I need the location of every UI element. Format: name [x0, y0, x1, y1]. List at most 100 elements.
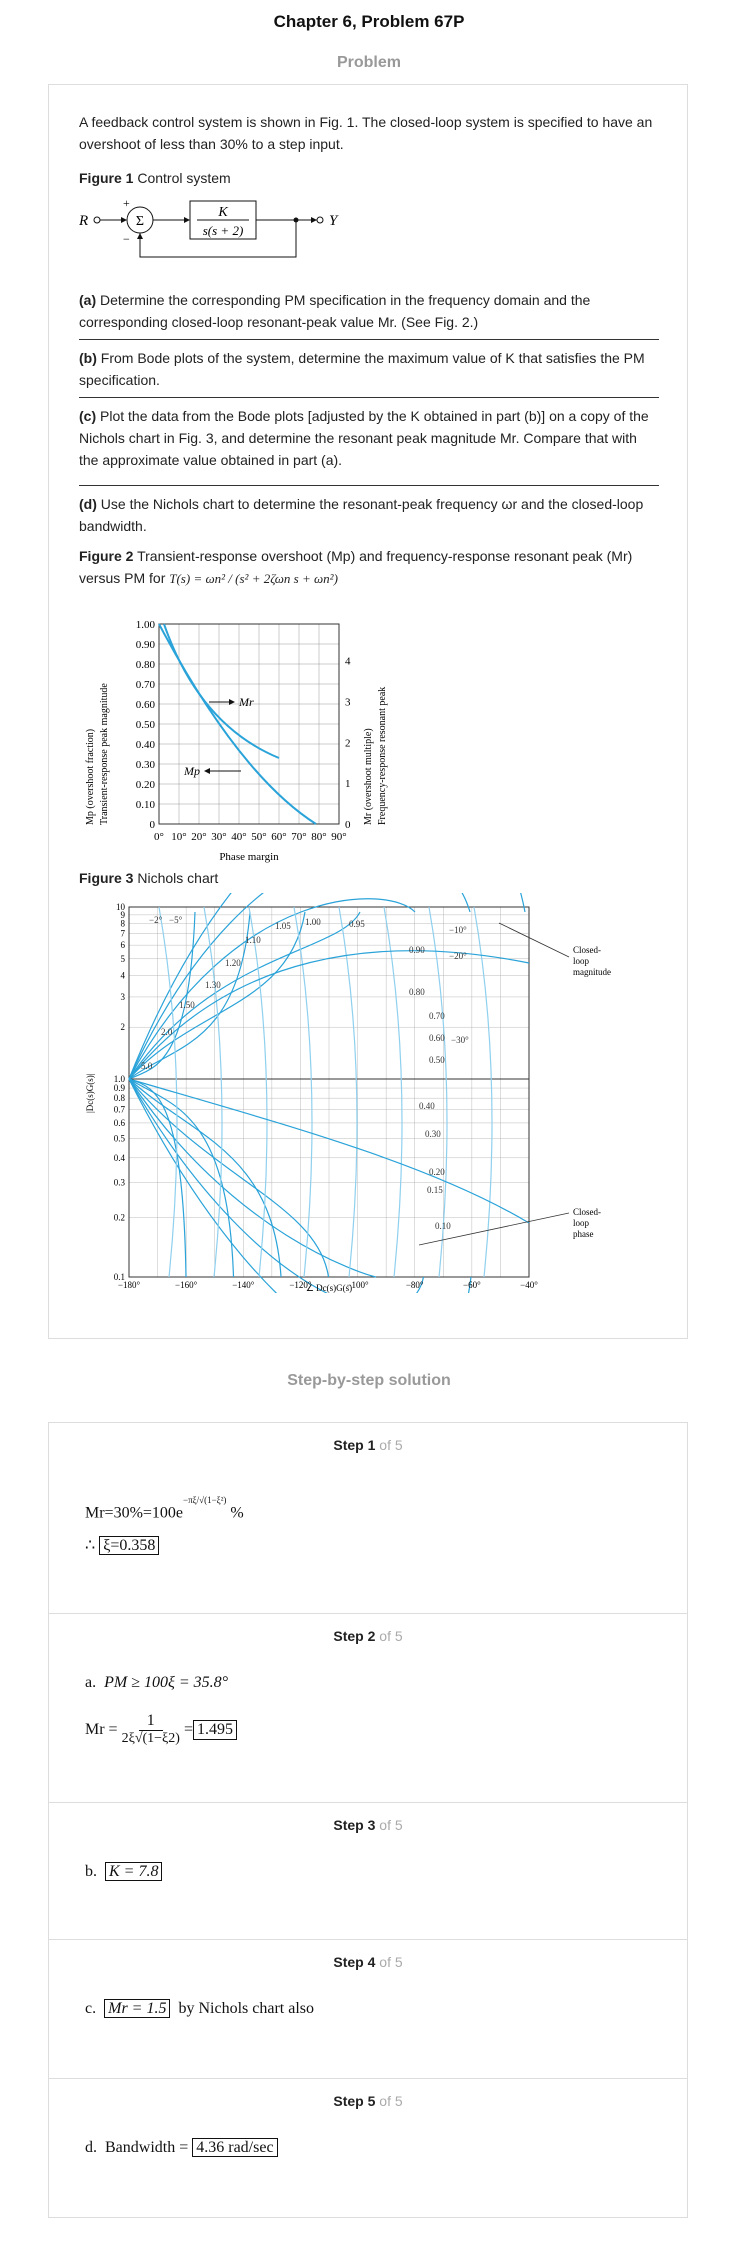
y-tick-label: 0.4 [114, 1153, 126, 1163]
step-2-of: of 5 [379, 1628, 403, 1644]
step-3-answer-box: K = 7.8 [105, 1862, 163, 1881]
y-tick-label: 8 [121, 919, 126, 929]
figure-2-chart: Mr Mp 0 0.10 0.20 0.30 0.40 0.50 0.60 0.70 0.80 0… [85, 619, 388, 863]
step-1-answer-box: ξ=0.358 [99, 1536, 160, 1555]
figure-3-caption: Nichols chart [137, 870, 219, 886]
left-tick-label: 0.10 [136, 799, 156, 811]
phase-contour-label: −5° [169, 915, 183, 925]
y-tick-label: 0.9 [114, 1083, 126, 1093]
step-5-text: Bandwidth = [105, 2139, 189, 2156]
step-1-card: Step 1 of 5 Mr=30%=100e−πξ/√(1−ξ²) % ∴ ξ… [48, 1422, 688, 1614]
closed-loop-magnitude-line2: loop [573, 956, 590, 966]
closed-loop-magnitude-contour [128, 911, 361, 1080]
right-tick-label: 3 [345, 697, 351, 709]
left-tick-label: 0.20 [136, 779, 156, 791]
x-tick-label: 60° [271, 831, 286, 843]
part-d-label: (d) [79, 496, 97, 512]
step-3-card: Step 3 of 5 b. K = 7.8 [48, 1802, 688, 1940]
step-2-prefix: a. [85, 1674, 97, 1691]
part-a-label: (a) [79, 292, 97, 308]
step-2-equals: = [183, 1720, 193, 1738]
mp-curve-label: Mp [183, 764, 200, 778]
figure-2-title: Figure 2 Transient-response overshoot (M… [79, 545, 659, 590]
y-tick-label: 0.6 [114, 1118, 126, 1128]
part-c-label: (c) [79, 408, 97, 424]
left-tick-label: 0.40 [136, 739, 156, 751]
x-tick-label: 70° [291, 831, 306, 843]
step-2-number: 2 [367, 1628, 376, 1644]
closed-loop-phase-line2: loop [573, 1218, 590, 1228]
step-1-percent: % [230, 1504, 244, 1522]
plus-sign: + [123, 196, 130, 210]
step-5-answer-box: 4.36 rad/sec [192, 2138, 278, 2157]
phase-contour-label: −2° [149, 915, 163, 925]
part-b-text: From Bode plots of the system, determine… [79, 350, 645, 388]
figure-2-xlabel: Phase margin [219, 851, 279, 863]
page-title: Chapter 6, Problem 67P [273, 12, 465, 31]
part-c-text: Plot the data from the Bode plots [adjus… [79, 408, 649, 468]
step-5-prefix: d. [85, 2139, 97, 2156]
closed-loop-magnitude-contour [128, 911, 306, 1080]
sum-symbol: Σ [136, 214, 144, 229]
step-2-line2: Mr = 1 2ξ√(1−ξ2) = 1.495 [85, 1712, 237, 1747]
magnitude-contour-label: 1.05 [275, 921, 291, 931]
plant-denominator: s(s + 2) [203, 223, 244, 238]
y-tick-label: 7 [121, 929, 126, 939]
figure-2-label: Figure 2 [79, 548, 134, 564]
closed-loop-magnitude-contour [128, 1078, 235, 1278]
step-2-fraction: 1 2ξ√(1−ξ2) [122, 1712, 180, 1747]
step-4-tail: by Nichols chart also [178, 2000, 314, 2017]
y-tick-label: 0.7 [114, 1105, 126, 1115]
closed-loop-magnitude-contour [128, 950, 530, 1080]
figure-1-label: Figure 1 [79, 170, 134, 186]
divider [79, 397, 659, 398]
closed-loop-magnitude-contour [128, 911, 251, 1080]
step-5-number: 5 [367, 2093, 376, 2109]
step-2-mr: Mr = [85, 1720, 118, 1738]
x-tick-label: 40° [231, 831, 246, 843]
step-3-word: Step [333, 1817, 364, 1833]
step-1-lhs: Mr=30%=100e [85, 1504, 184, 1522]
x-tick-label: 90° [331, 831, 346, 843]
figure-2-ylabel-left-1: Mp (overshoot fraction) [85, 729, 96, 825]
closed-loop-phase-contour [338, 906, 358, 1278]
figure-3-label: Figure 3 [79, 870, 134, 886]
magnitude-contour-label: 1.50 [179, 1000, 195, 1010]
part-a: (a) Determine the corresponding PM speci… [79, 289, 659, 333]
y-tick-label: 9 [121, 910, 126, 920]
plant-numerator: K [217, 205, 228, 220]
closed-loop-phase-contour [473, 906, 493, 1278]
step-5-line: d. Bandwidth = 4.36 rad/sec [85, 2138, 278, 2157]
closed-loop-magnitude-contour [128, 1078, 530, 1224]
magnitude-contour-label: 0.50 [429, 1055, 445, 1065]
figure-3-xlabel: ∠ Dc(s)G(s) [306, 1283, 352, 1293]
magnitude-contour-label: 0.40 [419, 1101, 435, 1111]
step-2-word: Step [333, 1628, 364, 1644]
x-tick-label: −120° [289, 1280, 312, 1290]
step-1-word: Step [333, 1437, 364, 1453]
closed-loop-magnitude-contour [128, 893, 526, 1080]
step-2-numerator: 1 [138, 1712, 163, 1731]
step-2-answer-box: 1.495 [193, 1719, 237, 1740]
figure-1-block-diagram: R Σ + − K s(s + 2) Y [79, 196, 339, 258]
solution-heading: Step-by-step solution [287, 1372, 451, 1389]
phase-contour-label: −30° [451, 1035, 469, 1045]
closed-loop-phase-line1: Closed- [573, 1207, 601, 1217]
left-tick-label: 0.30 [136, 759, 156, 771]
step-5-word: Step [333, 2093, 364, 2109]
magnitude-contour-label: 1.20 [225, 958, 241, 968]
closed-loop-phase-contour [293, 906, 313, 1278]
step-4-answer-box: Mr = 1.5 [104, 1999, 171, 2018]
divider [79, 485, 659, 486]
y-tick-label: 2 [121, 1022, 126, 1032]
figure-1-caption: Control system [137, 170, 231, 186]
figure-2-caption: Transient-response overshoot (Mp) and fr… [79, 548, 633, 586]
figure-2-ylabel-right-2: Frequency-response resonant peak [377, 687, 388, 825]
closed-loop-magnitude-contour [128, 1078, 425, 1293]
step-3-number: 3 [367, 1817, 376, 1833]
phase-contour-label: −20° [449, 951, 467, 961]
left-tick-label: 0.60 [136, 699, 156, 711]
part-d-text: Use the Nichols chart to determine the r… [79, 496, 644, 534]
closed-loop-phase-contour [203, 906, 223, 1278]
left-tick-label: 0.70 [136, 679, 156, 691]
